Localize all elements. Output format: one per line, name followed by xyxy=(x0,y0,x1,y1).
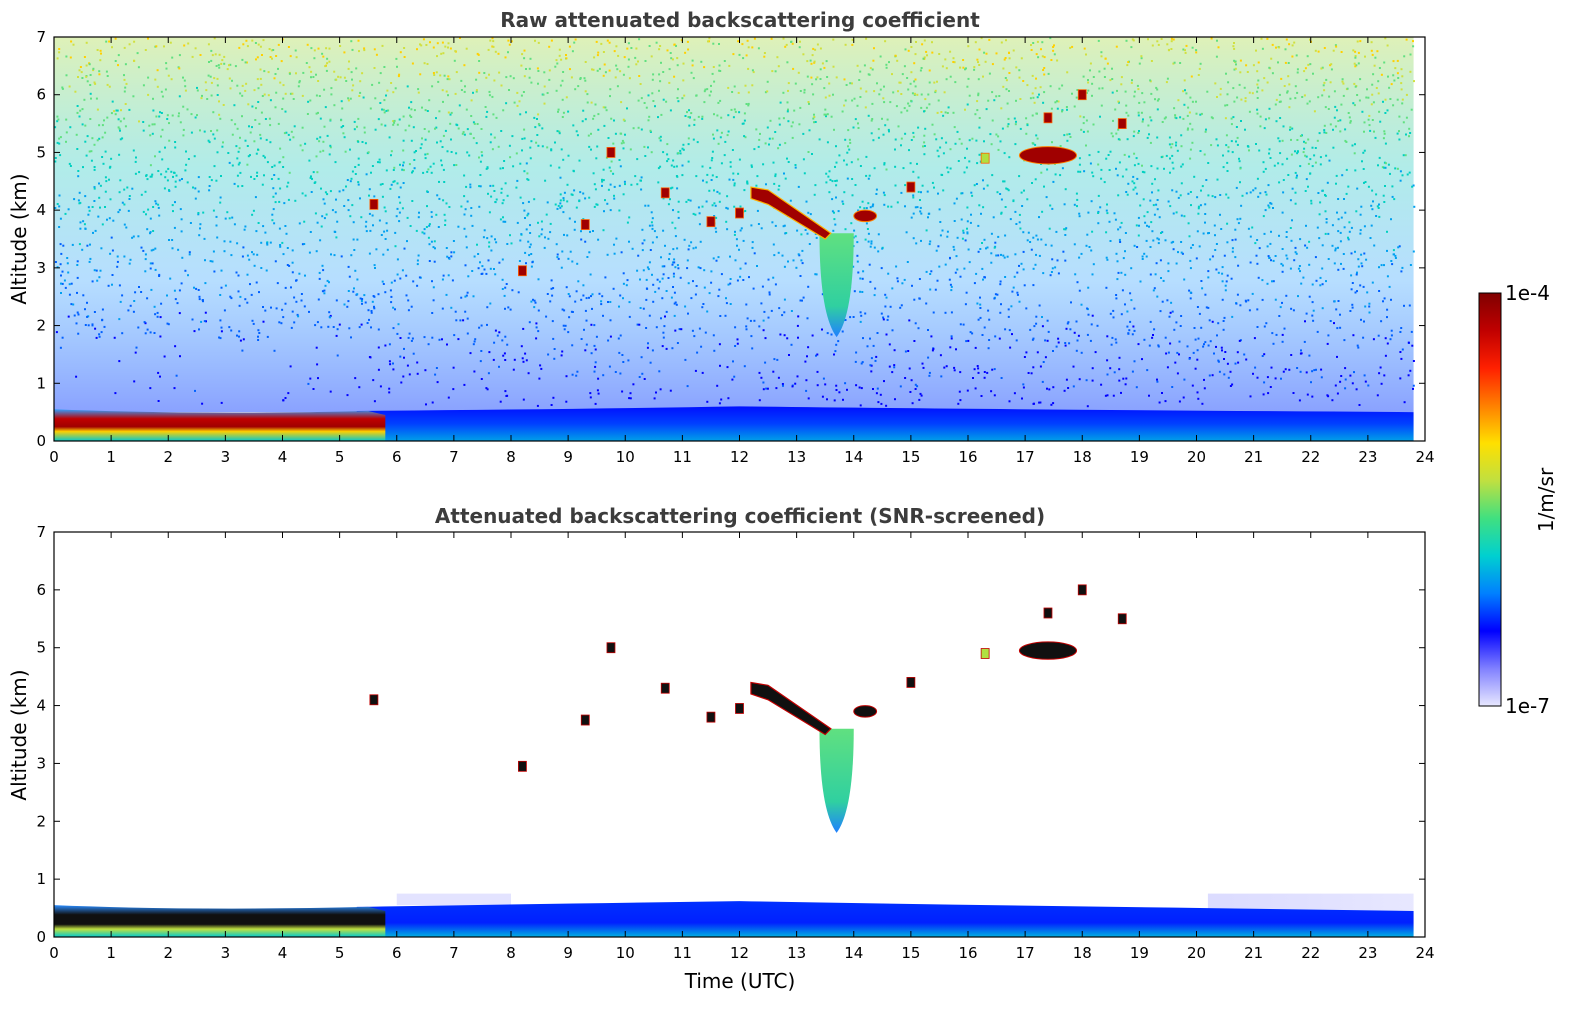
x-tick-label: 23 xyxy=(1358,944,1377,962)
panel1-axes: 0 1 2 3 4 5 6 7 8 9 10 11 12 13 14 15 16 17 18 19 20 21 22 23 24… xyxy=(36,28,1434,466)
x-tick-label: 4 xyxy=(278,944,288,962)
y-tick-label: 2 xyxy=(36,812,46,830)
near-surface-layer xyxy=(356,901,1414,937)
x-tick-label: 10 xyxy=(616,944,635,962)
x-tick-label: 9 xyxy=(563,944,573,962)
x-tick-label: 3 xyxy=(221,944,231,962)
x-tick-label: 13 xyxy=(787,448,806,466)
x-tick-label: 16 xyxy=(958,448,977,466)
cloud-feature xyxy=(853,705,878,718)
cloud-feature xyxy=(1018,641,1078,660)
x-tick-label: 2 xyxy=(163,944,173,962)
x-tick-label: 12 xyxy=(730,944,749,962)
x-tick-label: 5 xyxy=(335,944,345,962)
x-tick-label: 5 xyxy=(335,448,345,466)
colorbar-units-label: 1/m/sr xyxy=(1534,467,1558,532)
y-tick-label: 5 xyxy=(36,143,46,161)
noise-speckle xyxy=(54,37,1416,408)
x-tick-label: 11 xyxy=(673,448,692,466)
screened-faint-region xyxy=(396,893,511,906)
x-tick-label: 22 xyxy=(1301,448,1320,466)
cloud-feature xyxy=(1018,146,1078,165)
x-tick-label: 10 xyxy=(616,448,635,466)
boundary-layer xyxy=(54,409,386,441)
cloud-feature xyxy=(819,728,854,833)
panel1-plot-area xyxy=(54,37,1416,441)
x-tick-label: 18 xyxy=(1073,448,1092,466)
x-tick-label: 17 xyxy=(1016,448,1035,466)
colorbar-min-label: 1e-7 xyxy=(1505,694,1550,718)
x-tick-label: 14 xyxy=(844,448,863,466)
panel2-plot-area xyxy=(54,584,1414,937)
x-tick-label: 17 xyxy=(1016,944,1035,962)
x-tick-label: 24 xyxy=(1415,448,1434,466)
x-tick-label: 4 xyxy=(278,448,288,466)
x-tick-label: 11 xyxy=(673,944,692,962)
y-tick-label: 7 xyxy=(36,28,46,46)
y-tick-label: 3 xyxy=(36,259,46,277)
cloud-feature xyxy=(819,233,854,338)
x-tick-label: 6 xyxy=(392,448,402,466)
x-tick-label: 7 xyxy=(449,944,459,962)
colorbar: 1e-4 1e-7 1/m/sr xyxy=(1478,281,1558,718)
y-tick-label: 6 xyxy=(36,581,46,599)
x-tick-label: 19 xyxy=(1130,448,1149,466)
cloud-fragments xyxy=(369,584,1127,772)
y-tick-label: 6 xyxy=(36,86,46,104)
x-tick-label: 3 xyxy=(221,448,231,466)
x-tick-label: 18 xyxy=(1073,944,1092,962)
x-tick-label: 0 xyxy=(49,944,59,962)
x-tick-label: 0 xyxy=(49,448,59,466)
y-tick-label: 7 xyxy=(36,523,46,541)
panel1-ylabel: Altitude (km) xyxy=(7,173,31,304)
y-tick-label: 5 xyxy=(36,639,46,657)
x-tick-label: 13 xyxy=(787,944,806,962)
y-tick-label: 4 xyxy=(36,201,46,219)
x-tick-label: 7 xyxy=(449,448,459,466)
cloud-feature xyxy=(750,186,832,240)
panel2-title: Attenuated backscattering coefficient (S… xyxy=(435,504,1045,528)
x-tick-label: 19 xyxy=(1130,944,1149,962)
x-tick-label: 20 xyxy=(1187,448,1206,466)
x-tick-label: 2 xyxy=(163,448,173,466)
colorbar-max-label: 1e-4 xyxy=(1505,281,1550,305)
y-tick-label: 4 xyxy=(36,697,46,715)
panel2-axes: 0 1 2 3 4 5 6 7 8 9 10 11 12 13 14 15 16 17 18 19 20 21 22 23 24… xyxy=(36,523,1434,962)
x-tick-label: 15 xyxy=(901,944,920,962)
colorbar-gradient xyxy=(1478,292,1502,707)
y-tick-label: 0 xyxy=(36,928,46,946)
x-tick-label: 22 xyxy=(1301,944,1320,962)
panel2-frame xyxy=(53,531,1426,938)
x-tick-label: 20 xyxy=(1187,944,1206,962)
cloud-fragments xyxy=(369,89,1127,277)
y-tick-label: 1 xyxy=(36,374,46,392)
x-tick-label: 21 xyxy=(1244,448,1263,466)
x-tick-label: 15 xyxy=(901,448,920,466)
x-tick-label: 1 xyxy=(106,944,116,962)
y-tick-label: 3 xyxy=(36,754,46,772)
x-tick-label: 16 xyxy=(958,944,977,962)
panel2-xlabel: Time (UTC) xyxy=(684,969,796,993)
x-tick-label: 21 xyxy=(1244,944,1263,962)
near-surface-layer xyxy=(356,406,1414,441)
panel2-ylabel: Altitude (km) xyxy=(7,669,31,800)
x-tick-label: 9 xyxy=(563,448,573,466)
y-tick-label: 1 xyxy=(36,870,46,888)
cloud-feature xyxy=(853,209,878,223)
y-tick-label: 2 xyxy=(36,317,46,335)
panel1-title: Raw attenuated backscattering coefficien… xyxy=(500,8,980,32)
y-tick-label: 0 xyxy=(36,432,46,450)
x-tick-label: 6 xyxy=(392,944,402,962)
x-tick-label: 1 xyxy=(106,448,116,466)
x-tick-label: 8 xyxy=(506,944,516,962)
noise-background xyxy=(54,37,1414,413)
x-tick-label: 23 xyxy=(1358,448,1377,466)
x-tick-label: 12 xyxy=(730,448,749,466)
boundary-layer xyxy=(54,905,386,937)
x-tick-label: 24 xyxy=(1415,944,1434,962)
x-tick-label: 14 xyxy=(844,944,863,962)
x-tick-label: 8 xyxy=(506,448,516,466)
cloud-feature xyxy=(750,681,832,736)
